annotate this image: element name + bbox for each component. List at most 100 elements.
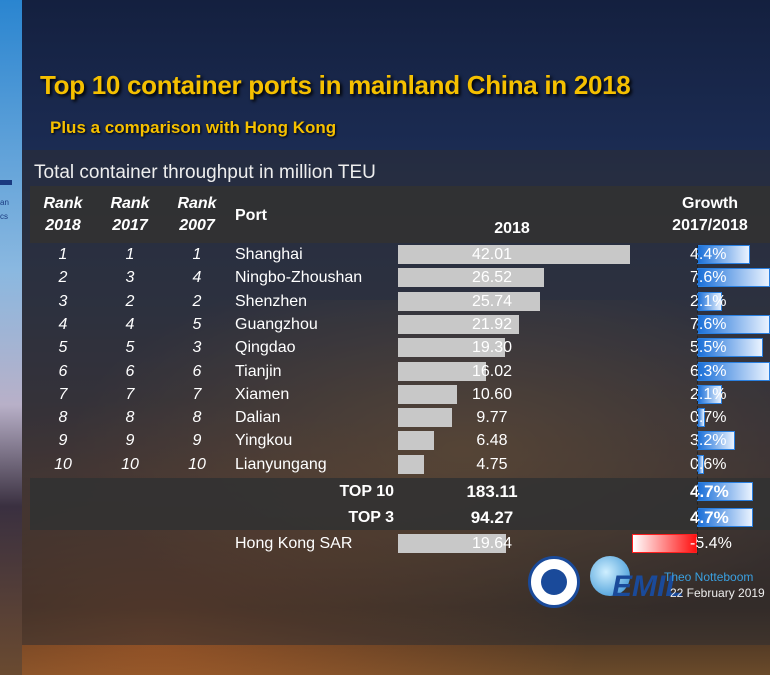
throughput-value: 6.48 [476,432,508,450]
page-title: Top 10 container ports in mainland China… [40,70,631,100]
rank-2017: 3 [125,269,135,287]
growth-value: 4.4% [690,246,727,263]
rank-2018: 5 [58,339,68,357]
port-name: Shanghai [235,246,303,263]
rank-2017: 6 [125,362,135,380]
totals-band [30,478,770,530]
throughput-value: 183.11 [466,482,518,501]
throughput-value: 16.02 [471,362,513,380]
rank-2017: 9 [125,432,135,450]
table-title: Total container throughput in million TE… [34,162,376,183]
throughput-value: 94.27 [470,508,514,527]
globe-logo [590,556,630,596]
author: Theo Notteboom [664,570,754,584]
date: 22 February 2019 [670,586,765,600]
header-teu-2018: 2018 [494,220,530,237]
header-rank-2018: Rank 2018 [43,195,83,234]
rank-2018: 6 [58,362,68,380]
university-logo [528,556,580,608]
port-name: Shenzhen [235,292,308,310]
port-name: Yingkou [235,432,293,450]
rank-2007: 9 [192,432,202,450]
rank-2018: 8 [58,409,68,427]
rank-2018: 9 [58,432,68,450]
growth-value: 0.7% [690,409,727,427]
throughput-value: 4.75 [476,455,508,473]
total-label: TOP 3 [348,509,394,526]
port-name: Tianjin [235,362,282,380]
header-band [30,186,770,243]
rank-2007: 10 [188,455,206,473]
rank-2017: 7 [125,385,135,403]
growth-value: 7.6% [690,269,727,287]
rank-2007: 3 [192,339,202,357]
throughput-value: 9.77 [476,409,508,427]
growth-value: 7.6% [690,315,727,333]
throughput-bar [398,534,507,553]
rank-2018: 1 [58,246,68,263]
rank-2018: 3 [58,292,68,310]
rank-2018: 4 [58,315,68,333]
throughput-value: 26.52 [471,269,513,287]
rank-2007: 5 [192,315,202,333]
growth-bar-negative [632,534,697,553]
throughput-value: 10.60 [471,385,513,403]
rank-2007: 6 [192,362,202,380]
rank-2018: 2 [58,269,68,287]
port-name: Hong Kong SAR [235,535,353,552]
side-text: cs [0,212,8,221]
port-name: Qingdao [235,339,296,357]
throughput-bar [398,384,457,404]
port-name: Guangzhou [235,315,318,333]
throughput-value: 42.01 [471,246,513,263]
side-strip: an cs [0,0,22,675]
throughput-bar [398,314,519,334]
growth-value: 0.6% [690,455,727,473]
rank-2018: 10 [54,455,72,473]
rank-2018: 7 [58,385,68,403]
growth-value: 6.3% [690,362,727,380]
total-label: TOP 10 [339,483,394,500]
header-growth: Growth 2017/2018 [672,195,748,234]
growth-value: -5.4% [690,535,732,552]
port-name: Xiamen [235,385,290,403]
port-name: Ningbo-Zhoushan [235,269,363,287]
port-name: Dalian [235,409,281,427]
throughput-value: 21.92 [471,315,513,333]
rank-2007: 7 [192,385,202,403]
header-rank-2017: Rank 2017 [110,195,150,234]
rank-2017: 2 [125,292,135,310]
growth-value: 4.7% [690,508,729,527]
throughput-bar [398,361,487,381]
rank-2017: 1 [125,246,135,263]
throughput-value: 19.30 [471,339,513,357]
throughput-bar [398,291,541,311]
header-port: Port [235,207,267,224]
rank-2007: 1 [192,246,202,263]
growth-value: 4.7% [690,482,729,501]
side-text: an [0,198,9,207]
rank-2017: 10 [121,455,139,473]
throughput-value: 25.74 [471,292,513,310]
page-subtitle: Plus a comparison with Hong Kong [50,118,337,137]
rank-2017: 8 [125,409,135,427]
throughput-bar [398,245,630,264]
rank-2017: 5 [125,339,135,357]
rank-2007: 2 [192,292,202,310]
throughput-bar [398,338,505,358]
port-name: Lianyungang [235,455,327,473]
growth-zero-axis [697,245,698,555]
rank-2007: 4 [192,269,202,287]
rank-2007: 8 [192,409,202,427]
growth-value: 2.1% [690,292,727,310]
throughput-bar [398,431,434,451]
throughput-bar [398,268,545,288]
throughput-bar [398,454,425,474]
growth-value: 2.1% [690,385,727,403]
rank-2017: 4 [125,315,135,333]
cemil-logo: EMIL [612,570,684,603]
header-rank-2007: Rank 2007 [177,195,217,234]
throughput-value: 19.64 [471,535,513,552]
throughput-bar [398,408,452,428]
growth-value: 5.5% [690,339,727,357]
